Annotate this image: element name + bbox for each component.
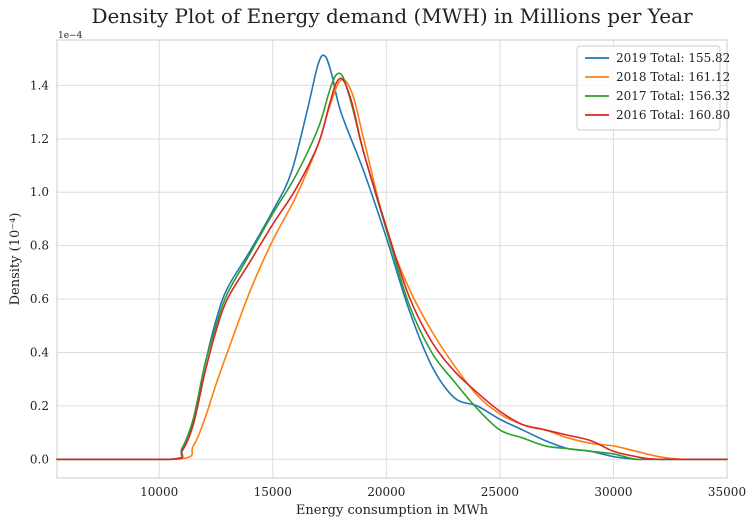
- series-lines: [56, 54, 728, 461]
- legend-entry-label: 2018 Total: 161.12: [616, 70, 730, 84]
- y-axis-label: Density (10⁻⁴): [8, 213, 23, 306]
- plot-area-frame: [56, 39, 728, 479]
- y-tick-label: 0.6: [30, 292, 49, 306]
- x-tick-label: 35000: [708, 485, 746, 499]
- legend: 2019 Total: 155.82 2018 Total: 161.12 2017…: [576, 45, 730, 131]
- x-tick-label: 15000: [254, 485, 292, 499]
- legend-entry-label: 2016 Total: 160.80: [616, 108, 730, 122]
- y-axis-offset-label: 1e−4: [58, 31, 83, 41]
- y-tick-label: 0.8: [30, 239, 49, 253]
- legend-entry-label: 2017 Total: 156.32: [616, 89, 730, 103]
- y-tick-label: 1.0: [30, 185, 49, 199]
- x-tick-label: 20000: [367, 485, 405, 499]
- x-axis-label: Energy consumption in MWh: [296, 503, 489, 518]
- y-tick-label: 0.4: [30, 345, 49, 359]
- legend-box: [576, 45, 721, 131]
- legend-entry-label: 2019 Total: 155.82: [616, 51, 730, 65]
- series-line-1: [56, 78, 728, 461]
- series-line-2: [56, 72, 728, 461]
- series-line-3: [56, 77, 728, 461]
- y-tick-label: 1.2: [30, 132, 49, 146]
- axis-ticks: 10000 15000 20000 25000 30000 35000 0.0 0.2 0.4 0…: [30, 78, 746, 499]
- y-tick-label: 0.2: [30, 399, 49, 413]
- x-tick-label: 10000: [140, 485, 178, 499]
- chart-title: Density Plot of Energy demand (MWH) in M…: [91, 4, 693, 28]
- x-tick-label: 25000: [481, 485, 519, 499]
- y-tick-label: 1.4: [30, 78, 49, 92]
- x-tick-label: 30000: [594, 485, 632, 499]
- y-tick-label: 0.0: [30, 452, 49, 466]
